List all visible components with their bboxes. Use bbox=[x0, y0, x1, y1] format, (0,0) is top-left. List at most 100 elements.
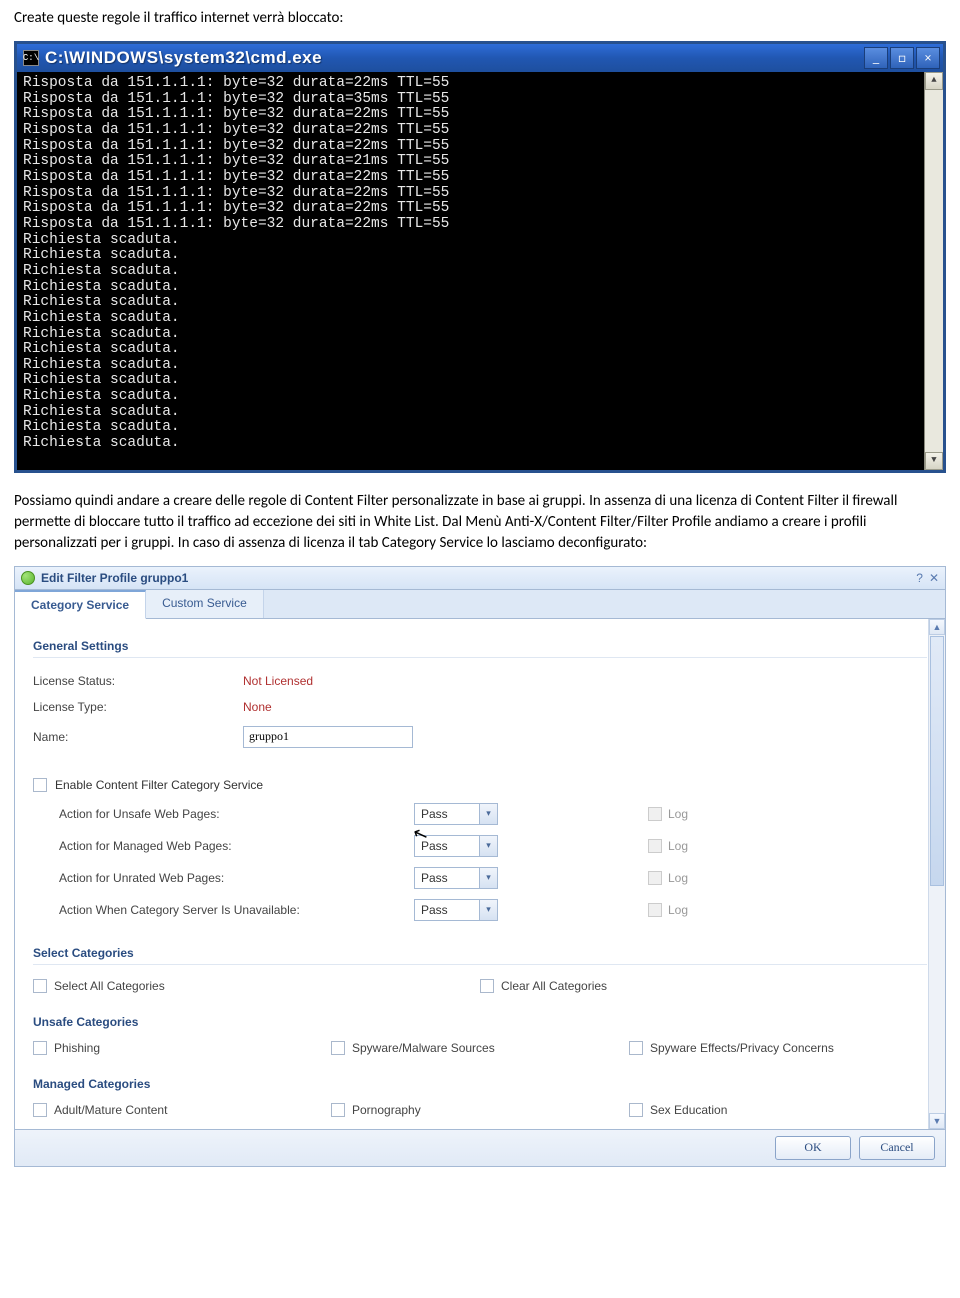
cmd-line: Richiesta scaduta. bbox=[23, 436, 937, 452]
log-label: Log bbox=[668, 839, 688, 853]
category-label: Spyware Effects/Privacy Concerns bbox=[650, 1041, 834, 1055]
cmd-line: Richiesta scaduta. bbox=[23, 248, 937, 264]
action-select-value: Pass bbox=[415, 839, 479, 853]
cmd-line: Richiesta scaduta. bbox=[23, 311, 937, 327]
scroll-up-button[interactable]: ▲ bbox=[925, 72, 943, 90]
category-checkbox[interactable] bbox=[629, 1041, 643, 1055]
minimize-button[interactable]: _ bbox=[864, 47, 888, 69]
log-checkbox[interactable] bbox=[648, 903, 662, 917]
category-label: Adult/Mature Content bbox=[54, 1103, 167, 1117]
cmd-line: Risposta da 151.1.1.1: byte=32 durata=22… bbox=[23, 201, 937, 217]
chevron-down-icon[interactable]: ▾ bbox=[479, 836, 497, 856]
cmd-line: Risposta da 151.1.1.1: byte=32 durata=22… bbox=[23, 123, 937, 139]
action-label: Action When Category Server Is Unavailab… bbox=[59, 903, 414, 917]
log-checkbox[interactable] bbox=[648, 871, 662, 885]
dialog-close-button[interactable]: ✕ bbox=[929, 571, 939, 585]
cmd-line: Risposta da 151.1.1.1: byte=32 durata=22… bbox=[23, 217, 937, 233]
category-item: Pornography bbox=[331, 1103, 629, 1117]
log-checkbox[interactable] bbox=[648, 839, 662, 853]
section-unsafe-categories: Unsafe Categories bbox=[33, 1009, 927, 1033]
category-item: Spyware/Malware Sources bbox=[331, 1041, 629, 1055]
tab-category-service[interactable]: Category Service bbox=[15, 590, 146, 619]
action-row: Action for Managed Web Pages:Pass▾ Log bbox=[59, 830, 927, 862]
dialog-titlebar[interactable]: Edit Filter Profile gruppo1 ? ✕ bbox=[15, 567, 945, 590]
cmd-line: Risposta da 151.1.1.1: byte=32 durata=35… bbox=[23, 92, 937, 108]
action-row: Action for Unrated Web Pages:Pass▾ Log bbox=[59, 862, 927, 894]
help-button[interactable]: ? bbox=[916, 571, 923, 585]
category-item: Phishing bbox=[33, 1041, 331, 1055]
cmd-title: C:\WINDOWS\system32\cmd.exe bbox=[45, 48, 864, 68]
action-select-value: Pass bbox=[415, 807, 479, 821]
action-label: Action for Managed Web Pages: bbox=[59, 839, 414, 853]
clear-all-checkbox[interactable] bbox=[480, 979, 494, 993]
cmd-line: Richiesta scaduta. bbox=[23, 420, 937, 436]
category-label: Sex Education bbox=[650, 1103, 727, 1117]
chevron-down-icon[interactable]: ▾ bbox=[479, 804, 497, 824]
dialog-tabs: Category Service Custom Service bbox=[15, 590, 945, 619]
close-button[interactable]: × bbox=[916, 47, 940, 69]
chevron-down-icon[interactable]: ▾ bbox=[479, 868, 497, 888]
category-checkbox[interactable] bbox=[331, 1041, 345, 1055]
action-select[interactable]: Pass▾ bbox=[414, 803, 498, 825]
section-managed-categories: Managed Categories bbox=[33, 1071, 927, 1095]
log-label: Log bbox=[668, 903, 688, 917]
category-item: Sex Education bbox=[629, 1103, 927, 1117]
action-select[interactable]: Pass▾ bbox=[414, 835, 498, 857]
log-label: Log bbox=[668, 807, 688, 821]
cmd-scrollbar[interactable]: ▲ ▼ bbox=[924, 72, 943, 470]
section-general-settings: General Settings bbox=[33, 633, 927, 658]
action-label: Action for Unsafe Web Pages: bbox=[59, 807, 414, 821]
name-label: Name: bbox=[33, 730, 243, 744]
dialog-title: Edit Filter Profile gruppo1 bbox=[41, 571, 188, 585]
category-item: Spyware Effects/Privacy Concerns bbox=[629, 1041, 927, 1055]
action-select[interactable]: Pass▾ bbox=[414, 899, 498, 921]
dialog-icon bbox=[21, 571, 35, 585]
cmd-line: Risposta da 151.1.1.1: byte=32 durata=22… bbox=[23, 76, 937, 92]
cmd-line: Risposta da 151.1.1.1: byte=32 durata=22… bbox=[23, 170, 937, 186]
tab-custom-service[interactable]: Custom Service bbox=[146, 590, 264, 618]
cmd-line: Richiesta scaduta. bbox=[23, 342, 937, 358]
maximize-button[interactable]: □ bbox=[890, 47, 914, 69]
cancel-button[interactable]: Cancel bbox=[859, 1136, 935, 1160]
cmd-output: Risposta da 151.1.1.1: byte=32 durata=22… bbox=[17, 72, 943, 470]
panel-scrollbar[interactable]: ▲ ▼ bbox=[928, 619, 945, 1129]
scroll-down-button[interactable]: ▼ bbox=[925, 452, 943, 470]
panel-scroll-down[interactable]: ▼ bbox=[929, 1113, 945, 1129]
name-input[interactable] bbox=[243, 726, 413, 748]
category-label: Spyware/Malware Sources bbox=[352, 1041, 495, 1055]
category-checkbox[interactable] bbox=[33, 1103, 47, 1117]
cmd-line: Richiesta scaduta. bbox=[23, 389, 937, 405]
action-select[interactable]: Pass▾ bbox=[414, 867, 498, 889]
action-label: Action for Unrated Web Pages: bbox=[59, 871, 414, 885]
scroll-track[interactable] bbox=[925, 90, 943, 452]
license-type-label: License Type: bbox=[33, 700, 243, 714]
category-checkbox[interactable] bbox=[331, 1103, 345, 1117]
cmd-line: Richiesta scaduta. bbox=[23, 327, 937, 343]
cmd-line: Richiesta scaduta. bbox=[23, 373, 937, 389]
cmd-line: Richiesta scaduta. bbox=[23, 295, 937, 311]
panel-scroll-up[interactable]: ▲ bbox=[929, 619, 945, 635]
dialog-footer: OK Cancel bbox=[15, 1129, 945, 1166]
ok-button[interactable]: OK bbox=[775, 1136, 851, 1160]
enable-category-checkbox[interactable] bbox=[33, 778, 47, 792]
chevron-down-icon[interactable]: ▾ bbox=[479, 900, 497, 920]
cmd-line: Richiesta scaduta. bbox=[23, 264, 937, 280]
cmd-line: Risposta da 151.1.1.1: byte=32 durata=22… bbox=[23, 139, 937, 155]
select-all-checkbox[interactable] bbox=[33, 979, 47, 993]
cmd-line: Richiesta scaduta. bbox=[23, 358, 937, 374]
log-label: Log bbox=[668, 871, 688, 885]
category-label: Pornography bbox=[352, 1103, 421, 1117]
enable-category-label: Enable Content Filter Category Service bbox=[55, 778, 263, 792]
edit-filter-profile-dialog: Edit Filter Profile gruppo1 ? ✕ Category… bbox=[14, 566, 946, 1167]
license-status-label: License Status: bbox=[33, 674, 243, 688]
category-checkbox[interactable] bbox=[629, 1103, 643, 1117]
category-checkbox[interactable] bbox=[33, 1041, 47, 1055]
license-type-value: None bbox=[243, 700, 272, 714]
cmd-titlebar[interactable]: C:\ C:\WINDOWS\system32\cmd.exe _ □ × bbox=[17, 44, 943, 72]
panel-scroll-thumb[interactable] bbox=[930, 636, 944, 886]
cmd-icon: C:\ bbox=[23, 50, 39, 66]
doc-paragraph-1: Create queste regole il traffico interne… bbox=[0, 0, 960, 41]
doc-paragraph-2: Possiamo quindi andare a creare delle re… bbox=[0, 487, 960, 566]
log-checkbox[interactable] bbox=[648, 807, 662, 821]
action-row: Action for Unsafe Web Pages:Pass▾ Log bbox=[59, 798, 927, 830]
